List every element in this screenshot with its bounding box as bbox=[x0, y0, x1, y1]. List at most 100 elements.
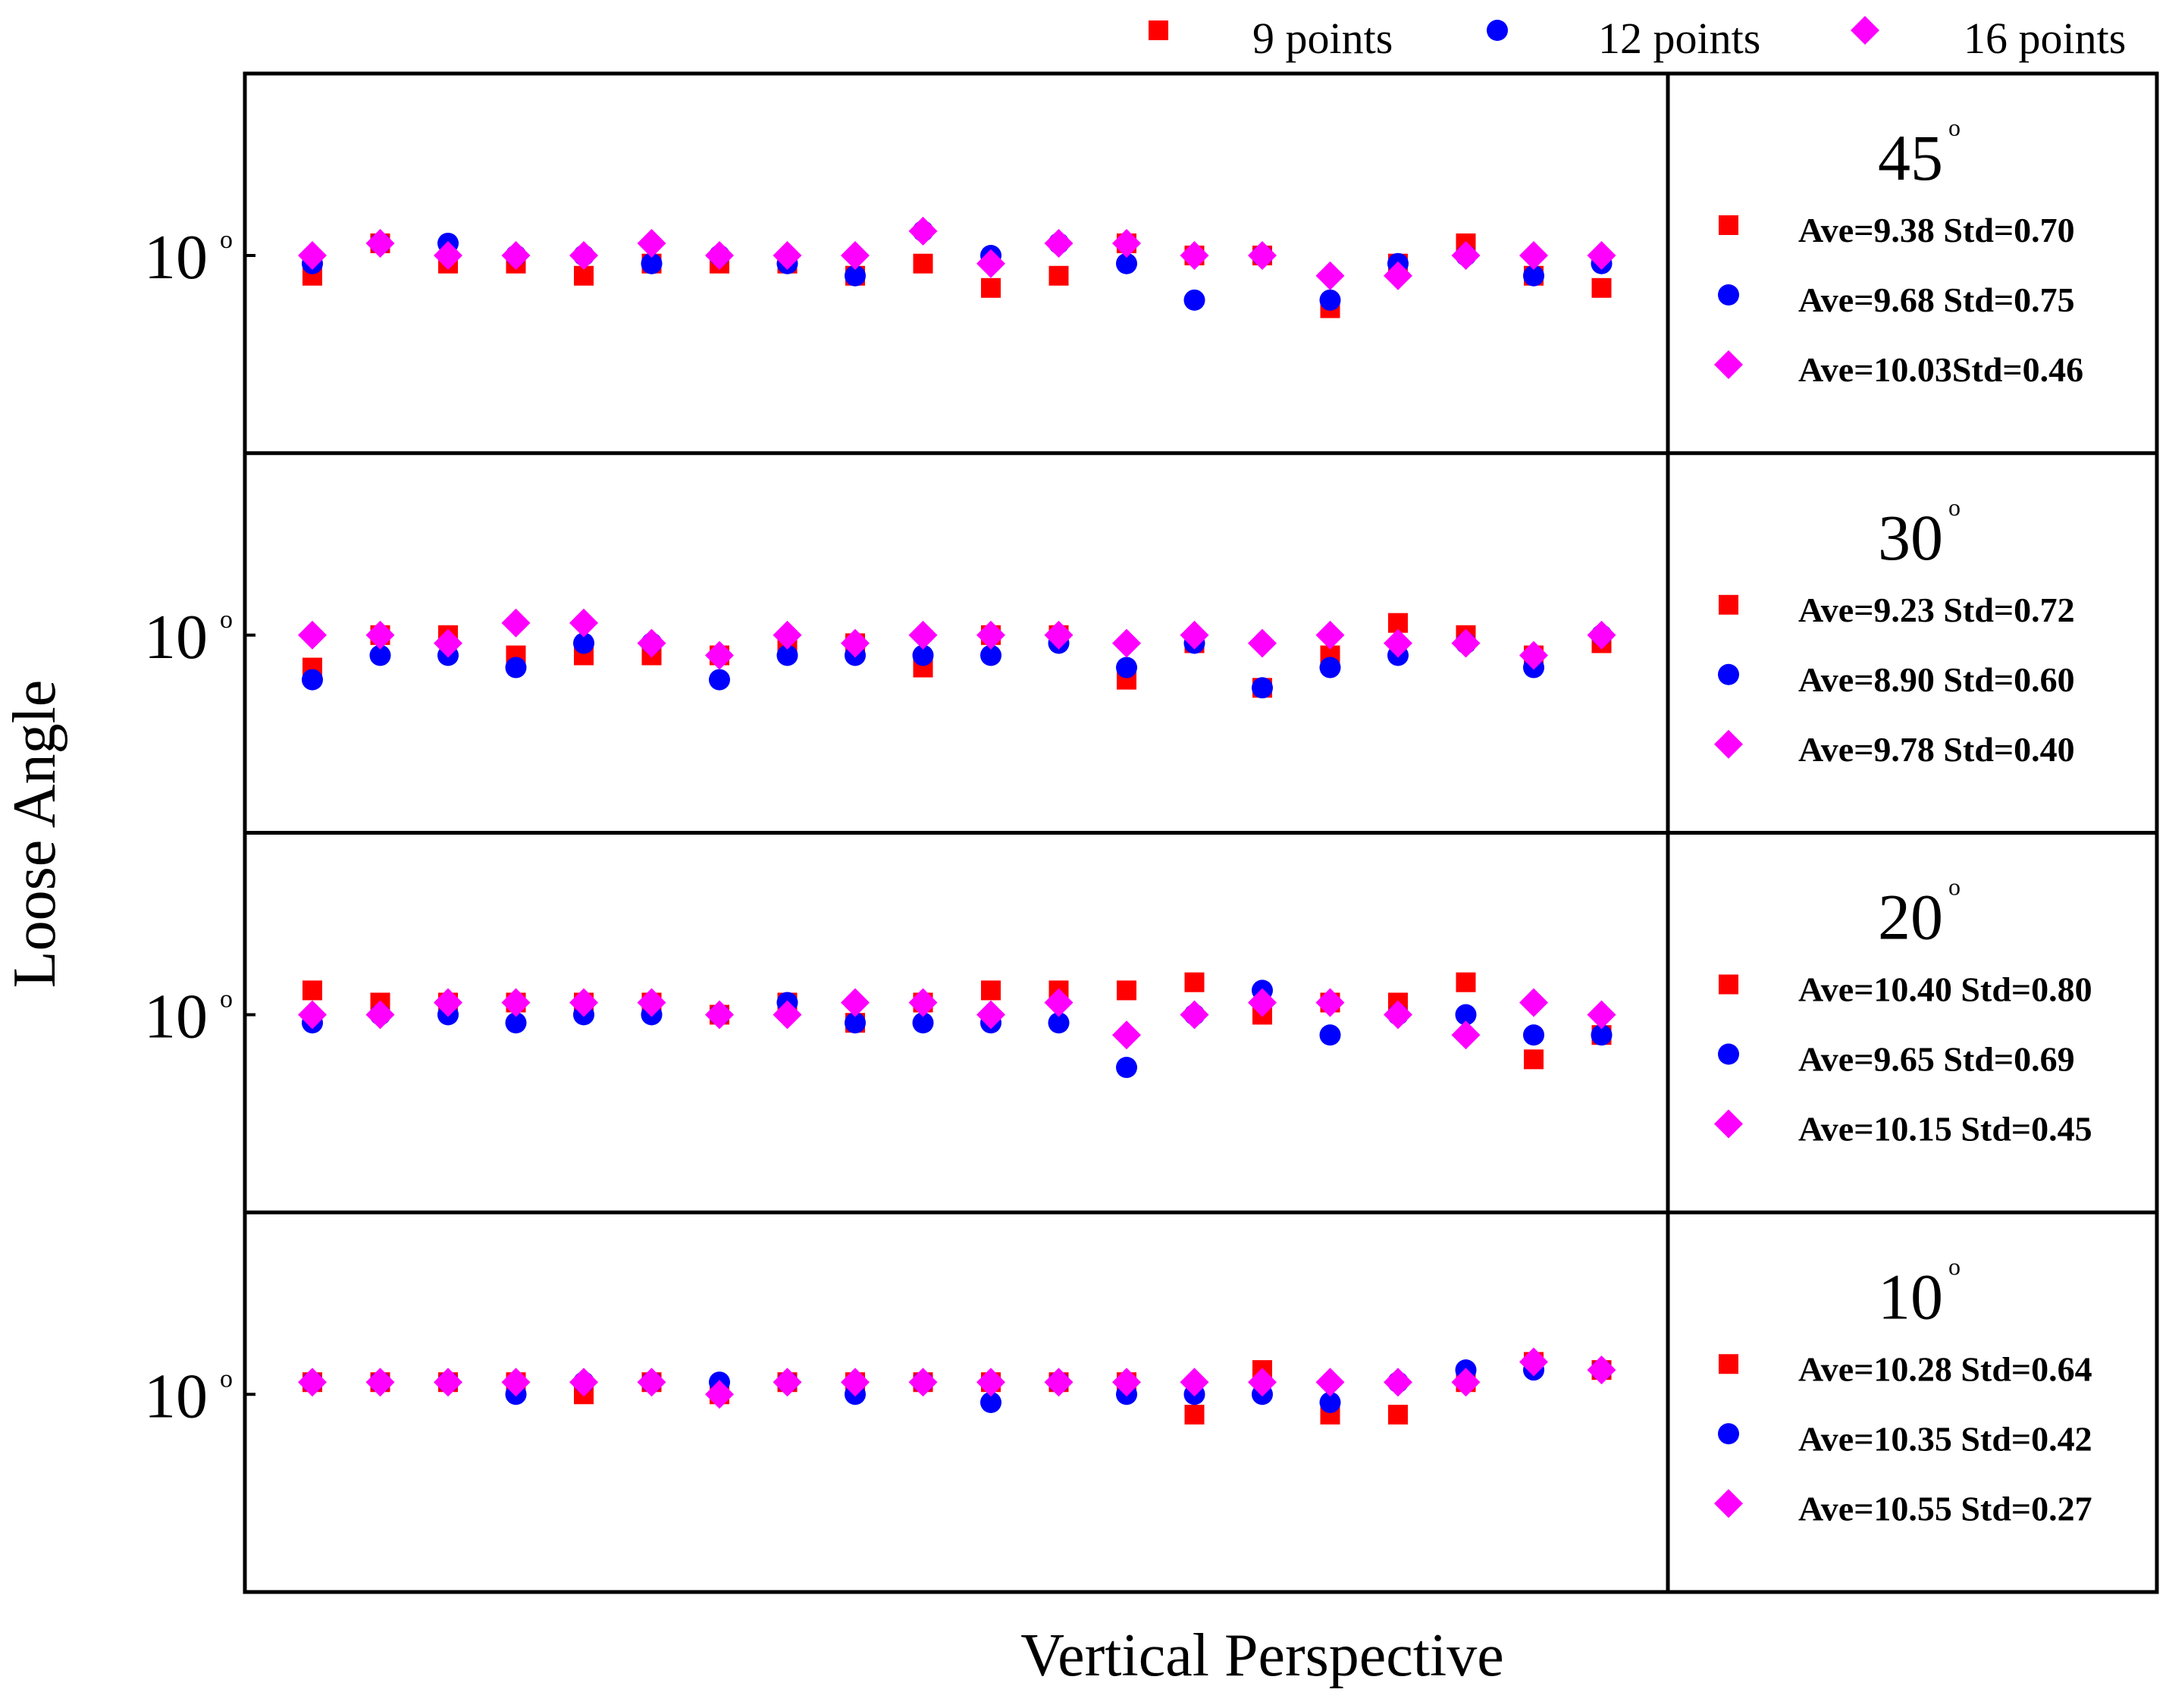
data-point-square bbox=[1184, 1405, 1205, 1424]
data-point-diamond bbox=[1248, 988, 1277, 1017]
data-point-circle bbox=[709, 669, 730, 691]
stats-marker-square bbox=[1719, 974, 1738, 995]
data-point-diamond bbox=[1112, 228, 1141, 258]
data-point-circle bbox=[1319, 1024, 1341, 1046]
data-point-diamond bbox=[298, 1000, 327, 1030]
data-point-diamond bbox=[569, 608, 598, 638]
data-point-circle bbox=[1116, 252, 1137, 274]
data-point-diamond bbox=[1044, 228, 1074, 258]
data-point-circle bbox=[1252, 677, 1273, 699]
legend-marker-square bbox=[1149, 20, 1168, 40]
data-point-diamond bbox=[1384, 628, 1412, 658]
data-point-circle bbox=[912, 644, 934, 666]
data-point-diamond bbox=[1112, 1368, 1141, 1397]
data-point-diamond bbox=[841, 1368, 870, 1397]
y-tick-label: 10 bbox=[144, 602, 208, 672]
data-point-circle bbox=[1048, 1012, 1070, 1034]
stats-text: Ave=10.35 Std=0.42 bbox=[1798, 1419, 2092, 1458]
data-point-diamond bbox=[637, 1368, 666, 1397]
legend: 9 points 12 points 16 points bbox=[1149, 14, 2126, 63]
legend-marker-diamond bbox=[1851, 16, 1879, 45]
panel-angle-title: 45 bbox=[1878, 121, 1943, 194]
data-point-circle bbox=[1116, 1057, 1137, 1079]
stats-text: Ave=9.78 Std=0.40 bbox=[1798, 730, 2075, 769]
data-point-diamond bbox=[1519, 988, 1548, 1017]
data-point-diamond bbox=[1587, 620, 1616, 650]
data-point-circle bbox=[845, 265, 866, 287]
stats-text: Ave=9.23 Std=0.72 bbox=[1798, 591, 2075, 629]
data-point-diamond bbox=[705, 1000, 734, 1030]
data-point-diamond bbox=[1248, 628, 1277, 658]
data-point-diamond bbox=[365, 620, 395, 650]
stats-marker-square bbox=[1719, 594, 1738, 615]
data-point-diamond bbox=[705, 241, 734, 270]
data-point-diamond bbox=[298, 620, 327, 650]
y-tick-label: 10 bbox=[144, 222, 208, 293]
data-point-circle bbox=[1183, 289, 1205, 311]
data-point-circle bbox=[573, 632, 594, 654]
data-point-diamond bbox=[365, 228, 395, 258]
stats-marker-circle bbox=[1718, 1423, 1739, 1445]
data-point-diamond bbox=[1587, 241, 1616, 270]
data-point-diamond bbox=[637, 988, 666, 1017]
data-point-circle bbox=[505, 1012, 527, 1034]
stats-marker-circle bbox=[1718, 284, 1739, 306]
data-point-diamond bbox=[1248, 241, 1277, 270]
data-point-diamond bbox=[1519, 641, 1548, 670]
data-point-diamond bbox=[637, 228, 666, 258]
data-point-square bbox=[981, 277, 1001, 298]
y-tick-label-superscript: o bbox=[220, 606, 233, 634]
data-point-diamond bbox=[908, 988, 938, 1017]
y-tick-label-superscript: o bbox=[220, 226, 233, 254]
data-point-circle bbox=[1319, 657, 1341, 678]
data-point-diamond bbox=[841, 241, 870, 270]
data-point-diamond bbox=[908, 216, 938, 246]
data-point-diamond bbox=[1384, 1000, 1412, 1030]
stats-text: Ave=9.65 Std=0.69 bbox=[1798, 1040, 2075, 1079]
panel-angle-superscript: o bbox=[1948, 494, 1961, 521]
data-point-diamond bbox=[841, 988, 870, 1017]
data-point-diamond bbox=[1315, 261, 1345, 290]
data-point-diamond bbox=[298, 241, 327, 270]
data-point-diamond bbox=[298, 1368, 327, 1397]
data-point-diamond bbox=[434, 1368, 462, 1397]
data-point-circle bbox=[1319, 1391, 1341, 1413]
data-point-circle bbox=[1116, 657, 1137, 678]
data-point-diamond bbox=[1248, 1368, 1277, 1397]
data-point-square bbox=[1456, 972, 1476, 992]
stats-marker-square bbox=[1719, 215, 1738, 235]
data-point-diamond bbox=[1384, 1368, 1412, 1397]
data-point-diamond bbox=[1587, 1000, 1616, 1030]
data-point-circle bbox=[980, 644, 1001, 666]
data-point-square bbox=[1524, 1049, 1544, 1070]
y-tick-label: 10 bbox=[144, 982, 208, 1052]
legend-label: 9 points bbox=[1252, 14, 1393, 63]
y-axis-label: Loose Angle bbox=[2, 680, 68, 989]
stats-text: Ave=10.40 Std=0.80 bbox=[1798, 970, 2092, 1009]
x-axis-label: Vertical Perspective bbox=[1020, 1622, 1504, 1689]
data-point-square bbox=[1117, 980, 1136, 1001]
data-point-circle bbox=[1523, 1024, 1544, 1046]
data-points bbox=[298, 216, 1616, 1424]
stats-text: Ave=10.28 Std=0.64 bbox=[1798, 1349, 2092, 1388]
data-point-square bbox=[913, 253, 933, 274]
data-point-diamond bbox=[365, 1000, 395, 1030]
data-point-circle bbox=[1591, 1024, 1613, 1046]
stats-marker-square bbox=[1719, 1354, 1738, 1374]
data-point-diamond bbox=[1315, 1368, 1345, 1397]
y-tick-label-superscript: o bbox=[220, 986, 233, 1014]
data-point-diamond bbox=[569, 1368, 598, 1397]
y-tick-label-superscript: o bbox=[220, 1365, 233, 1393]
stats-marker-diamond bbox=[1714, 1489, 1743, 1518]
data-point-diamond bbox=[976, 1368, 1005, 1397]
data-point-diamond bbox=[976, 249, 1005, 278]
stats-text: Ave=9.38 Std=0.70 bbox=[1798, 211, 2075, 249]
data-point-square bbox=[981, 980, 1001, 1001]
panel-angle-superscript: o bbox=[1948, 114, 1961, 141]
data-point-square bbox=[1591, 277, 1612, 298]
data-point-diamond bbox=[569, 241, 598, 270]
data-point-circle bbox=[845, 1012, 866, 1034]
data-point-diamond bbox=[705, 641, 734, 670]
